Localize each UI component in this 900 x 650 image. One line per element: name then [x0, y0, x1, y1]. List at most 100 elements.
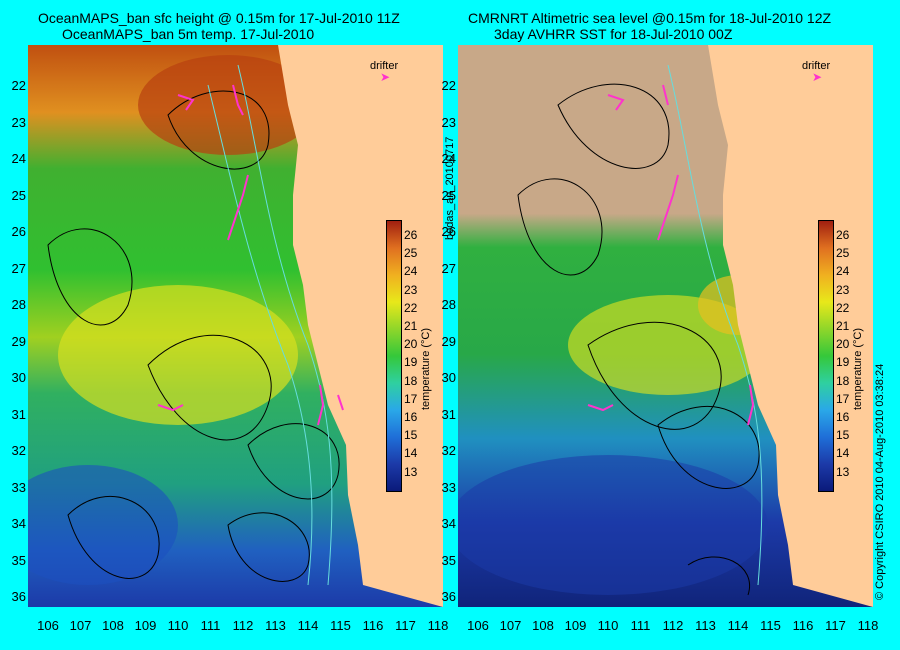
colorbar-tick-label: 17 [404, 391, 418, 406]
lon-tick-label: 112 [662, 618, 684, 633]
left-drifter-arrow-icon: ➤ [380, 70, 391, 84]
colorbar-tick-label: 20 [404, 337, 418, 352]
right-drifter-arrow-icon: ➤ [812, 70, 823, 84]
colorbar-tick-label: 21 [836, 319, 850, 333]
lon-tick-label: 118 [857, 618, 879, 633]
lon-tick-label: 106 [37, 618, 59, 633]
ssh-contours [517, 83, 760, 596]
lon-tick-label: 114 [297, 618, 319, 633]
lat-tick-label: 35 [11, 552, 26, 568]
lon-tick-label: 113 [695, 618, 716, 633]
lat-tick-label: 26 [441, 224, 456, 239]
colorbar-tick-label: 23 [404, 282, 418, 297]
lat-tick-label: 30 [11, 370, 26, 385]
lat-tick-label: 30 [441, 370, 456, 385]
lat-tick-label: 28 [441, 297, 456, 312]
colorbar-tick-label: 19 [404, 355, 418, 370]
lon-tick-label: 107 [69, 618, 92, 633]
colorbar-tick-label: 14 [836, 446, 850, 461]
lat-tick-label: 31 [441, 406, 456, 422]
right-map-svg [458, 45, 873, 607]
isobath-contours [207, 64, 333, 586]
lon-tick-label: 115 [330, 618, 351, 633]
colorbar-tick-label: 23 [836, 282, 850, 297]
left-title-line1: OceanMAPS_ban sfc height @ 0.15m for 17-… [38, 10, 400, 26]
colorbar-tick-label: 19 [836, 355, 850, 370]
lat-tick-label: 34 [11, 516, 26, 531]
lon-tick-label: 112 [232, 618, 254, 633]
colorbar-tick-label: 13 [836, 464, 850, 479]
lon-tick-label: 117 [825, 618, 846, 633]
colorbar-tick-label: 22 [836, 300, 850, 315]
lat-tick-label: 22 [11, 78, 26, 93]
lat-tick-label: 33 [441, 479, 456, 495]
colorbar-tick-label: 22 [404, 300, 418, 315]
lon-tick-label: 116 [362, 618, 384, 633]
lat-tick-label: 25 [441, 187, 456, 203]
lat-tick-label: 29 [441, 333, 456, 349]
warm-water-region [58, 285, 298, 425]
lat-tick-label: 28 [11, 297, 26, 312]
lat-tick-label: 24 [441, 151, 456, 166]
colorbar-tick-label: 25 [404, 246, 418, 261]
lat-tick-label: 36 [441, 589, 456, 604]
colorbar-tick-label: 13 [404, 464, 418, 479]
lon-tick-label: 106 [467, 618, 489, 633]
colorbar-tick-label: 17 [836, 391, 850, 406]
colorbar-tick-label: 20 [836, 337, 850, 352]
right-colorbar-label: temperature (°C) [852, 327, 864, 410]
left-map-panel [28, 45, 443, 607]
colorbar-tick-label: 16 [404, 410, 418, 424]
left-map-svg [28, 45, 443, 607]
colorbar-tick-label: 18 [836, 373, 850, 388]
lon-tick-label: 118 [427, 618, 449, 633]
drifter-tracks [157, 84, 344, 426]
lat-tick-label: 27 [441, 260, 456, 276]
hot-water-region [138, 55, 318, 155]
lat-tick-label: 23 [11, 114, 26, 130]
lat-tick-label: 32 [11, 443, 26, 458]
cold-water-region [458, 455, 768, 595]
lon-tick-label: 107 [499, 618, 522, 633]
lat-tick-label: 36 [11, 589, 26, 604]
ssh-contours [47, 90, 340, 582]
lat-tick-label: 26 [11, 224, 26, 239]
lon-tick-label: 114 [727, 618, 749, 633]
lon-tick-label: 110 [597, 618, 619, 633]
left-colorbar [386, 220, 402, 492]
lat-tick-label: 34 [441, 516, 456, 531]
lon-tick-label: 111 [200, 618, 221, 633]
lon-tick-label: 108 [102, 618, 124, 633]
lat-tick-label: 27 [11, 260, 26, 276]
lon-tick-label: 108 [532, 618, 554, 633]
colorbar-tick-label: 24 [404, 264, 418, 279]
lon-tick-label: 109 [134, 618, 157, 633]
right-title-line2: 3day AVHRR SST for 18-Jul-2010 00Z [494, 26, 733, 42]
colorbar-tick-label: 26 [836, 228, 850, 242]
lon-tick-label: 113 [265, 618, 286, 633]
colorbar-tick-label: 15 [836, 428, 850, 443]
right-map-panel [458, 45, 873, 607]
lon-tick-label: 111 [630, 618, 651, 633]
lat-tick-label: 31 [11, 406, 26, 422]
left-title-line2: OceanMAPS_ban 5m temp. 17-Jul-2010 [62, 26, 315, 42]
left-drifter-legend: drifter [370, 60, 399, 72]
copyright-label: © Copyright CSIRO 2010 04-Aug-2010 03:38… [874, 363, 886, 600]
lon-tick-label: 109 [564, 618, 587, 633]
colorbar-tick-label: 16 [836, 410, 850, 424]
right-drifter-legend: drifter [802, 60, 831, 72]
lat-tick-label: 25 [11, 187, 26, 203]
lat-tick-label: 32 [441, 443, 456, 458]
colorbar-tick-label: 24 [836, 264, 850, 279]
lat-tick-label: 29 [11, 333, 26, 349]
lon-tick-label: 110 [167, 618, 189, 633]
colorbar-tick-label: 18 [404, 373, 418, 388]
lon-tick-label: 117 [395, 618, 416, 633]
lon-tick-label: 115 [760, 618, 781, 633]
lat-tick-label: 22 [441, 78, 456, 93]
colorbar-tick-label: 25 [836, 246, 850, 261]
right-title-line1: CMRNRT Altimetric sea level @0.15m for 1… [468, 10, 832, 26]
lat-tick-label: 33 [11, 479, 26, 495]
lat-tick-label: 24 [11, 151, 26, 166]
lat-tick-label: 23 [441, 114, 456, 130]
